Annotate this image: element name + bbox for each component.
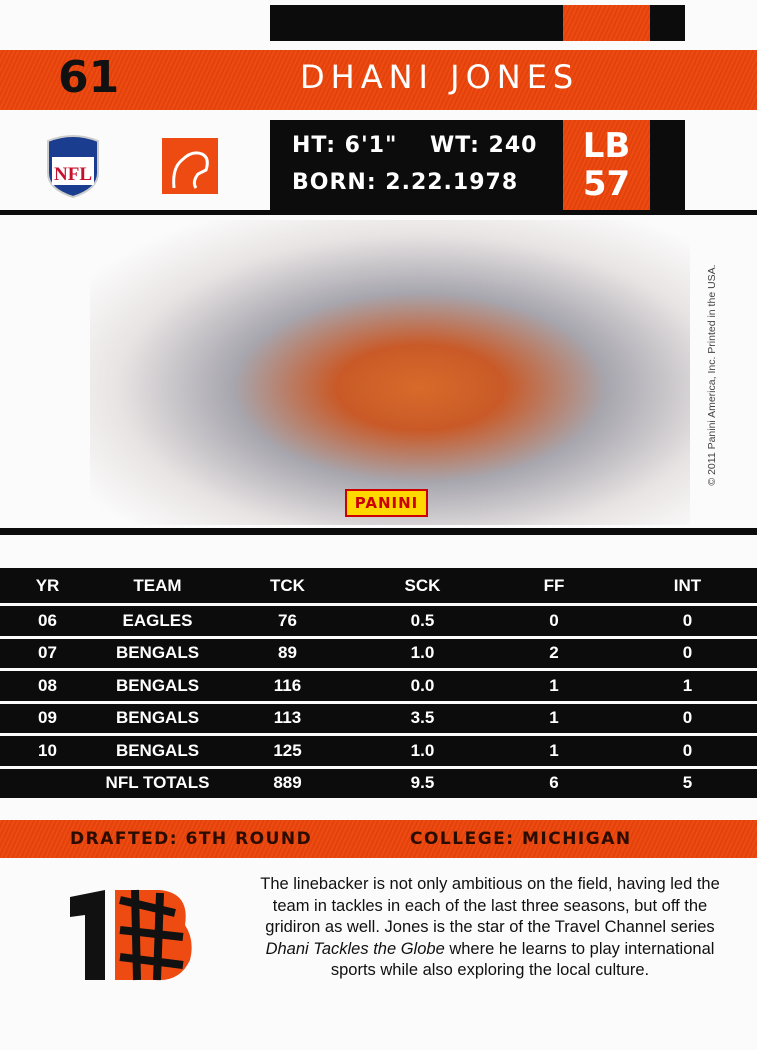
table-row: 07 BENGALS 89 1.0 2 0 [0,638,757,668]
top-bar-accent [563,5,650,41]
card-number: 61 [58,52,120,103]
stat-cell: 76 [220,606,355,636]
born-date: BORN: 2.22.1978 [292,170,519,195]
stat-cell: 3.5 [355,703,490,733]
info-box [270,120,563,210]
weight: WT: 240 [430,133,538,158]
stat-cell: BENGALS [95,671,220,701]
bio-text: The linebacker is not only ambitious on … [255,874,725,982]
college: COLLEGE: MICHIGAN [410,829,632,849]
bio-text-part: The linebacker is not only ambitious on … [260,875,720,936]
stat-cell: 0 [618,638,757,668]
stat-cell: 5 [618,768,757,798]
stat-cell: 07 [0,638,95,668]
table-row: 09 BENGALS 113 3.5 1 0 [0,703,757,733]
height: HT: 6'1" [292,133,398,158]
show-title: Dhani Tackles the Globe [265,939,445,958]
stat-cell: 0.5 [355,606,490,636]
stat-cell: 1 [490,736,618,766]
col-sck: SCK [355,568,490,603]
table-row: NFL TOTALS 889 9.5 6 5 [0,768,757,798]
stats-table: YR TEAM TCK SCK FF INT 06 EAGLES 76 0.5 0 0 07… [0,565,757,801]
position: LB [582,126,631,166]
drafted: DRAFTED: 6TH ROUND [70,829,313,849]
player-photo [90,220,690,525]
col-int: INT [618,568,757,603]
table-row: 08 BENGALS 116 0.0 1 1 [0,671,757,701]
player-silhouette-icon [162,138,218,194]
position-box-edge [650,120,685,210]
svg-text:NFL: NFL [54,164,92,185]
stat-cell: 1 [618,671,757,701]
stat-cell: BENGALS [95,638,220,668]
col-ff: FF [490,568,618,603]
stat-cell: 125 [220,736,355,766]
panini-logo: PANINI [345,489,428,517]
copyright: © 2011 Panini America, Inc. Printed in t… [706,264,718,486]
stat-cell: 0.0 [355,671,490,701]
jersey-number: 57 [582,164,631,204]
col-yr: YR [0,568,95,603]
stat-cell: 6 [490,768,618,798]
stat-cell: 0 [618,606,757,636]
nfl-shield-icon: NFL [47,135,99,199]
table-header: YR TEAM TCK SCK FF INT [0,568,757,603]
draft-band [0,820,757,858]
name-band [0,50,757,110]
bengals-logo-icon [70,889,192,981]
stat-cell: 06 [0,606,95,636]
stat-cell: 1.0 [355,638,490,668]
stat-cell [0,768,95,798]
stat-cell: 1 [490,703,618,733]
col-team: TEAM [95,568,220,603]
stat-cell: 89 [220,638,355,668]
stat-cell: NFL TOTALS [95,768,220,798]
divider [0,210,757,215]
stat-cell: 10 [0,736,95,766]
stat-cell: 09 [0,703,95,733]
stat-cell: BENGALS [95,736,220,766]
stat-cell: 889 [220,768,355,798]
stat-cell: 0 [490,606,618,636]
position-box [563,120,650,210]
table-row: 06 EAGLES 76 0.5 0 0 [0,606,757,636]
stat-cell: 1 [490,671,618,701]
stat-cell: 113 [220,703,355,733]
stat-cell: 116 [220,671,355,701]
stat-cell: 2 [490,638,618,668]
stat-cell: 9.5 [355,768,490,798]
divider [0,528,757,535]
table-row: 10 BENGALS 125 1.0 1 0 [0,736,757,766]
stat-cell: 1.0 [355,736,490,766]
col-tck: TCK [220,568,355,603]
stat-cell: 08 [0,671,95,701]
player-name: DHANI JONES [300,58,580,96]
bio-text-part: where he learns to play international sp… [330,939,715,980]
stat-cell: 0 [618,703,757,733]
stat-cell: BENGALS [95,703,220,733]
stat-cell: 0 [618,736,757,766]
stat-cell: EAGLES [95,606,220,636]
